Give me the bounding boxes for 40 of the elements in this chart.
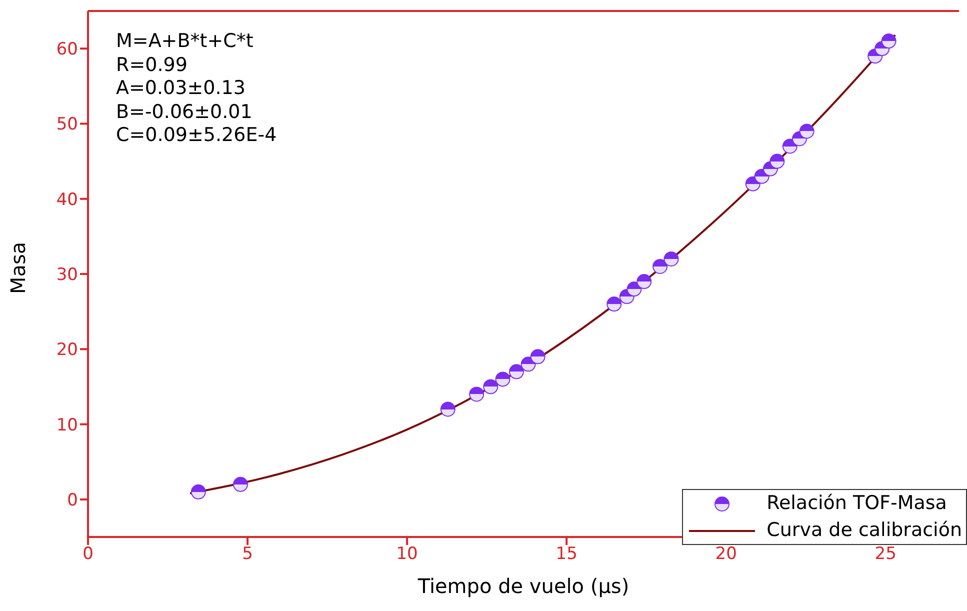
x-tick-label: 15 <box>556 544 578 564</box>
y-tick-label: 0 <box>67 490 78 510</box>
legend-label: Relación TOF-Masa <box>766 491 947 516</box>
annotation: M=A+B*t+C*t <box>116 30 254 54</box>
point <box>233 476 248 492</box>
point <box>664 251 679 266</box>
x-tick-label: 20 <box>715 544 737 564</box>
point <box>799 124 814 139</box>
point <box>520 356 536 372</box>
point <box>508 364 524 380</box>
y-tick-label: 50 <box>56 114 78 135</box>
point <box>530 349 546 364</box>
annotation: B=-0.06±0.01 <box>116 100 254 124</box>
point <box>626 282 642 297</box>
point <box>606 296 622 312</box>
annotation: A=0.03±0.13 <box>116 77 246 100</box>
point <box>440 402 456 417</box>
y-tick-label: 40 <box>56 190 78 210</box>
x-tick-label: 25 <box>874 544 896 564</box>
y-tick-label: 30 <box>56 265 78 286</box>
x-tick-label: 0 <box>82 544 94 564</box>
point <box>190 484 206 500</box>
y-tick-label: 20 <box>56 340 78 360</box>
point <box>652 258 668 274</box>
x-axis-title: Tiempo de vuelo (µs) <box>416 574 630 598</box>
point <box>469 386 484 402</box>
point <box>782 138 798 154</box>
annotation: C=0.09±5.26E-4 <box>116 124 277 148</box>
x-tick-label: 5 <box>242 544 253 564</box>
point <box>636 274 652 290</box>
point <box>770 154 785 169</box>
point <box>483 379 498 394</box>
point <box>495 372 510 387</box>
y-tick-label: 60 <box>56 40 78 60</box>
x-tick-label: 10 <box>396 544 418 564</box>
y-axis-title: Masa <box>6 242 30 294</box>
point <box>881 34 896 49</box>
y-tick-label: 10 <box>56 415 78 436</box>
legend-label: Curva de calibración <box>766 518 962 543</box>
annotation: R=0.99 <box>116 54 188 77</box>
